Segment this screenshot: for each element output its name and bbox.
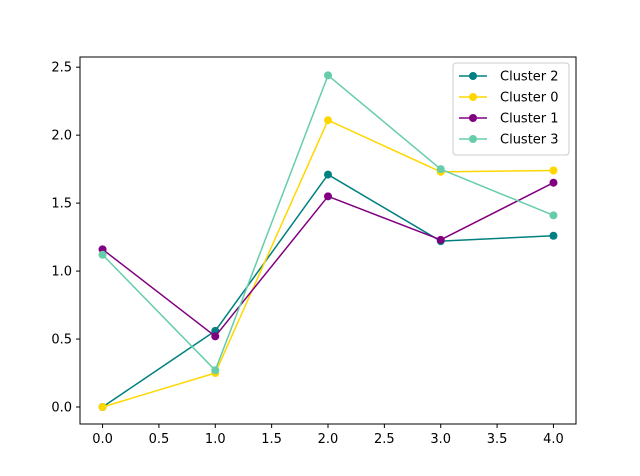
data-point-s1-0: [98, 403, 107, 412]
legend-label-0: Cluster 2: [500, 70, 559, 85]
x-tick-label-7: 3.5: [487, 432, 508, 447]
plot-area: [98, 71, 558, 412]
x-tick-label-0: 0.0: [92, 432, 113, 447]
legend-label-2: Cluster 1: [500, 112, 559, 127]
legend-marker-3: [469, 135, 477, 143]
data-point-s2-3: [436, 235, 445, 244]
x-tick-label-3: 1.5: [261, 432, 282, 447]
legend-marker-2: [469, 114, 477, 122]
series-line-2: [102, 182, 554, 338]
data-point-s3-2: [324, 71, 332, 80]
data-point-s3-4: [549, 211, 558, 220]
axes: 0.0 0.5 1.0 1.5 2.0 2.5 3.0 3.5 4.0 0.0 0.5 1.0 1.5 2…: [51, 56, 577, 447]
data-point-s2-2: [324, 192, 332, 201]
x-tick-label-8: 4.0: [543, 432, 564, 447]
data-point-s1-4: [549, 166, 558, 175]
legend-marker-0: [469, 72, 477, 80]
x-tick-label-4: 2.0: [318, 432, 339, 447]
legend-marker-1: [469, 93, 477, 101]
data-point-s3-0: [98, 250, 107, 259]
y-tick-label-0: 0.0: [51, 401, 72, 416]
data-point-s2-1: [211, 332, 220, 341]
data-point-s2-4: [549, 178, 558, 187]
y-tick-label-2: 1.0: [51, 265, 72, 280]
series-line-0: [102, 173, 554, 408]
data-point-s3-1: [211, 366, 220, 375]
data-point-s1-2: [324, 116, 332, 125]
data-point-s0-2: [324, 170, 332, 179]
y-tick-label-4: 2.0: [51, 129, 72, 144]
y-tick-label-3: 1.5: [51, 197, 72, 212]
data-point-s3-3: [436, 165, 445, 174]
x-tick-label-5: 2.5: [374, 432, 395, 447]
x-tick-label-1: 0.5: [149, 432, 170, 447]
legend-box: [452, 62, 570, 156]
y-tick-label-1: 0.5: [51, 333, 72, 348]
legend-label-3: Cluster 3: [500, 133, 559, 148]
x-tick-label-6: 3.0: [430, 432, 451, 447]
legend: Cluster 2 Cluster 0 Cluster 1 Cluster 3: [452, 62, 570, 156]
legend-label-1: Cluster 0: [500, 91, 559, 106]
series-line-1: [102, 119, 554, 408]
x-tick-label-2: 1.0: [205, 432, 226, 447]
y-tick-label-5: 2.5: [51, 61, 72, 76]
data-point-s0-4: [549, 231, 558, 240]
